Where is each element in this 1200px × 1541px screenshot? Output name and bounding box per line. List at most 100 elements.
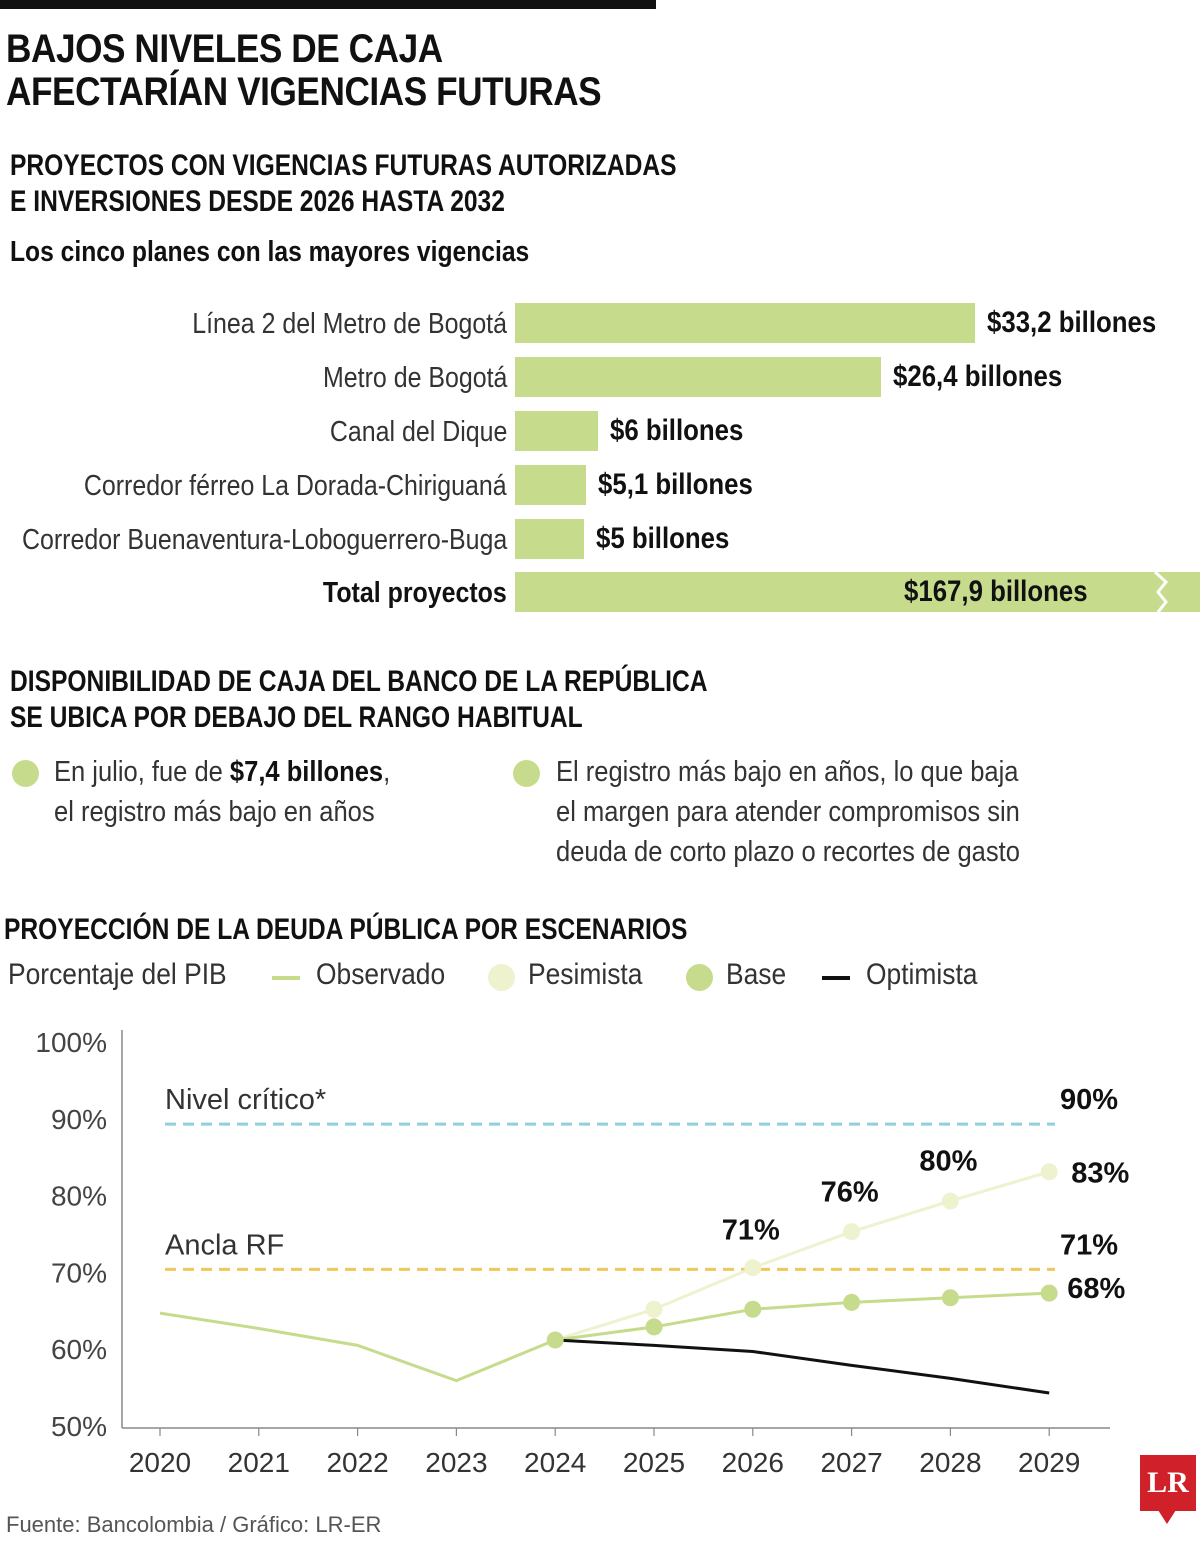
bar-value-label: $26,4 billones [892,360,1062,393]
bar-value-label: $5 billones [596,522,730,555]
cash-heading-line-1: DISPONIBILIDAD DE CAJA DEL BANCO DE LA R… [10,665,708,698]
lr-logo: LR [1140,1455,1196,1511]
projects-heading-line-2: E INVERSIONES DESDE 2026 HASTA 2032 [10,185,505,218]
series-optimistic-line [555,1338,1050,1395]
legend-optimistic-label: Optimista [866,958,978,991]
bar-value-label: $33,2 billones [987,306,1157,339]
projects-subtitle: Los cinco planes con las mayores vigenci… [10,236,530,268]
total-value-label: $167,9 billones [904,575,1088,608]
bullet-2-line-3: deuda de corto plazo o recortes de gasto [556,836,1020,868]
bar-row: Corredor férreo La Dorada-Chiriguaná $5,… [0,465,1200,507]
pessimistic-point [941,1192,959,1210]
title-line-1: BAJOS NIVELES DE CAJA [6,27,443,71]
pessimistic-point [645,1300,663,1318]
x-tick-label: 2020 [129,1447,191,1478]
chart-unit-label: Porcentaje del PIB [8,958,227,991]
legend-observed-swatch [272,976,300,980]
bar-label: Metro de Bogotá [322,362,507,394]
bullet-1-comma: , [383,756,391,788]
base-point [843,1293,861,1311]
x-tick-label: 2022 [326,1447,388,1478]
title-line-2: AFECTARÍAN VIGENCIAS FUTURAS [6,70,602,114]
bar-row: Corredor Buenaventura-Loboguerrero-Buga … [0,519,1200,561]
x-tick-label: 2021 [228,1447,290,1478]
base-point [645,1318,663,1336]
y-tick-label: 70% [51,1257,107,1288]
bullet-1-highlight: $7,4 billones [229,756,384,788]
base-point [744,1300,762,1318]
bar [515,411,599,451]
bar [515,465,586,505]
total-bar [515,572,1200,612]
base-point [1040,1284,1058,1302]
y-tick-label: 60% [51,1334,107,1365]
cash-heading: DISPONIBILIDAD DE CAJA DEL BANCO DE LA R… [10,664,707,736]
debt-heading: PROYECCIÓN DE LA DEUDA PÚBLICA POR ESCEN… [4,913,688,946]
bar-label: Canal del Dique [329,416,507,448]
reference-line-name: Ancla RF [165,1229,284,1261]
bar-label: Corredor férreo La Dorada-Chiriguaná [84,470,507,502]
series-pessimistic-line [554,1170,1050,1342]
bullet-dot-icon [513,760,540,787]
projects-heading: PROYECTOS CON VIGENCIAS FUTURAS AUTORIZA… [10,148,677,220]
logo-tail-icon [1158,1510,1176,1524]
point-value-label: 76% [821,1176,879,1208]
legend-base-swatch [686,964,713,991]
legend-pessimistic-label: Pesimista [528,958,643,991]
point-value-label: 68% [1067,1273,1125,1305]
bar-value-label: $6 billones [610,414,744,447]
bar-row: Metro de Bogotá $26,4 billones [0,357,1200,399]
bar-value-label: $5,1 billones [597,468,753,501]
projects-heading-line-1: PROYECTOS CON VIGENCIAS FUTURAS AUTORIZA… [10,149,677,182]
y-tick-label: 80% [51,1181,107,1212]
x-tick-label: 2028 [919,1447,981,1478]
cash-heading-line-2: SE UBICA POR DEBAJO DEL RANGO HABITUAL [10,701,583,734]
y-tick-label: 100% [35,1027,107,1058]
y-tick-label: 50% [51,1411,107,1442]
x-tick-label: 2027 [820,1447,882,1478]
total-label: Total proyectos [323,577,507,609]
x-tick-label: 2023 [425,1447,487,1478]
bar-break-icon [1153,572,1169,612]
series-observed-line [159,1311,556,1383]
y-tick-label: 90% [51,1104,107,1135]
bullet-text-1: En julio, fue de $7,4 billones, el regis… [54,752,390,832]
series-base-line [555,1291,1050,1342]
pessimistic-point [843,1223,861,1241]
debt-line-chart: 100% 90% 80% 70% 60% 50% 2020 2021 2022 2023 2024 2… [35,1027,1129,1478]
page-title: BAJOS NIVELES DE CAJA AFECTARÍAN VIGENCI… [6,27,602,114]
bar-row: Línea 2 del Metro de Bogotá $33,2 billon… [0,303,1200,345]
x-tick-label: 2029 [1018,1447,1080,1478]
bullet-2-line-1: El registro más bajo en años, lo que baj… [556,756,1019,788]
pessimistic-point [1040,1163,1058,1181]
bar [515,357,881,397]
reference-line-value: 90% [1060,1084,1118,1116]
top-rule [0,0,656,9]
x-tick-label: 2026 [722,1447,784,1478]
bar-label: Corredor Buenaventura-Loboguerrero-Buga [21,524,507,556]
legend-observed-label: Observado [316,958,446,991]
point-value-label: 83% [1071,1158,1129,1190]
bar [515,519,585,559]
pessimistic-point [744,1259,762,1277]
legend-pessimistic-swatch [488,964,515,991]
bullet-1-text: En julio, fue de [54,756,230,788]
base-point [546,1331,564,1349]
legend-optimistic-swatch [822,976,850,980]
bullet-text-2: El registro más bajo en años, lo que baj… [556,752,1020,872]
bar-label: Línea 2 del Metro de Bogotá [192,308,507,340]
reference-line-name: Nivel crítico* [165,1084,326,1116]
base-point [941,1289,959,1307]
point-value-label: 80% [919,1146,977,1178]
source-note: Fuente: Bancolombia / Gráfico: LR-ER [6,1512,382,1537]
bullet-2-line-2: el margen para atender compromisos sin [556,796,1020,828]
point-value-label: 71% [722,1215,780,1247]
bar-row: Canal del Dique $6 billones [0,411,1200,453]
x-tick-label: 2024 [524,1447,586,1478]
bullet-dot-icon [12,760,39,787]
x-tick-label: 2025 [623,1447,685,1478]
legend-base-label: Base [726,958,787,991]
total-bar-row: Total proyectos $167,9 billones [0,572,1200,614]
bullet-1-line-2: el registro más bajo en años [54,796,375,828]
bar [515,303,975,343]
